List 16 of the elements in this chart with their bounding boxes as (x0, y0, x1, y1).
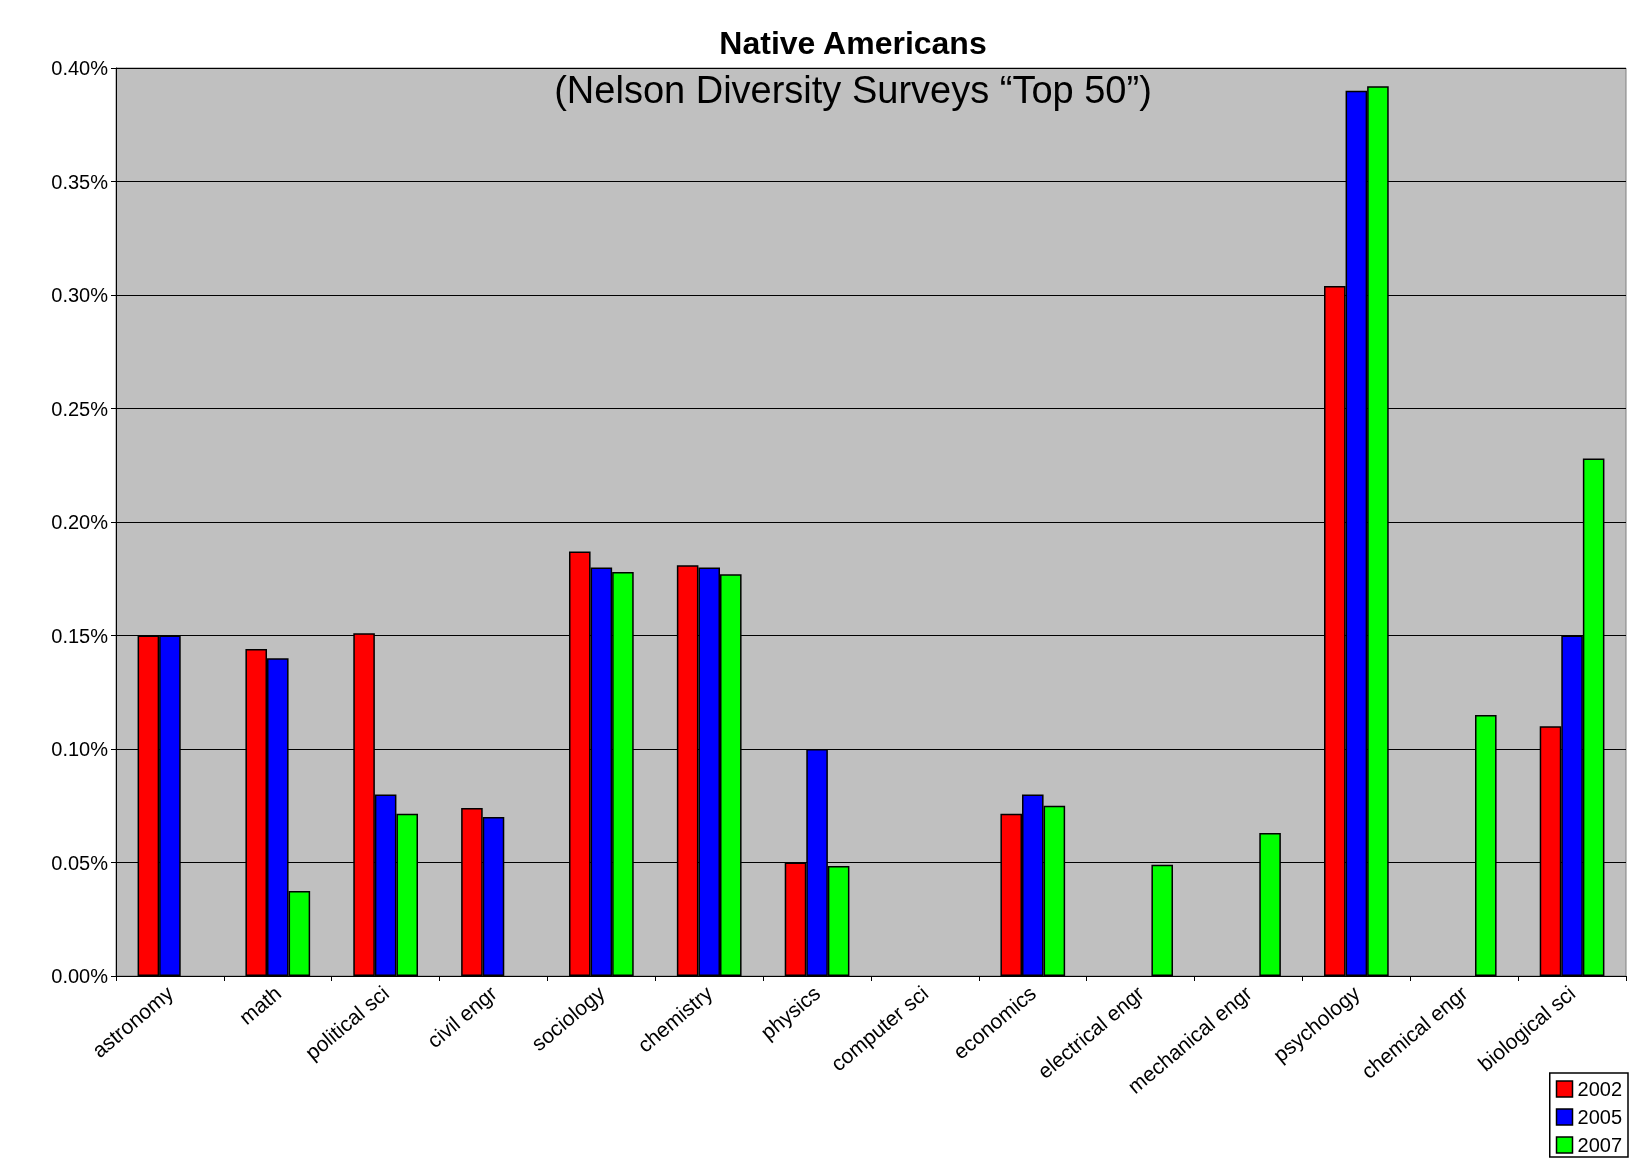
y-tick-label: 0.40% (51, 57, 109, 79)
y-tick-label: 0.10% (51, 738, 109, 760)
chart-subtitle: (Nelson Diversity Surveys “Top 50”) (554, 69, 1152, 111)
y-tick-label: 0.20% (51, 511, 109, 533)
y-tick-label: 0.05% (51, 851, 109, 874)
y-tick-label: 0.25% (51, 397, 109, 420)
legend-label: 2005 (1577, 1106, 1623, 1128)
chart-title: Native Americans (719, 25, 987, 61)
legend-label: 2007 (1577, 1134, 1623, 1156)
x-tick-label: civil engr (422, 981, 501, 1053)
y-tick-label: 0.30% (51, 284, 109, 306)
y-tick-label: 0.15% (51, 624, 109, 647)
y-tick-label: 0.35% (51, 170, 109, 193)
y-tick-label: 0.00% (51, 965, 109, 987)
bar (1151, 864, 1173, 976)
legend-label: 2002 (1577, 1078, 1623, 1100)
